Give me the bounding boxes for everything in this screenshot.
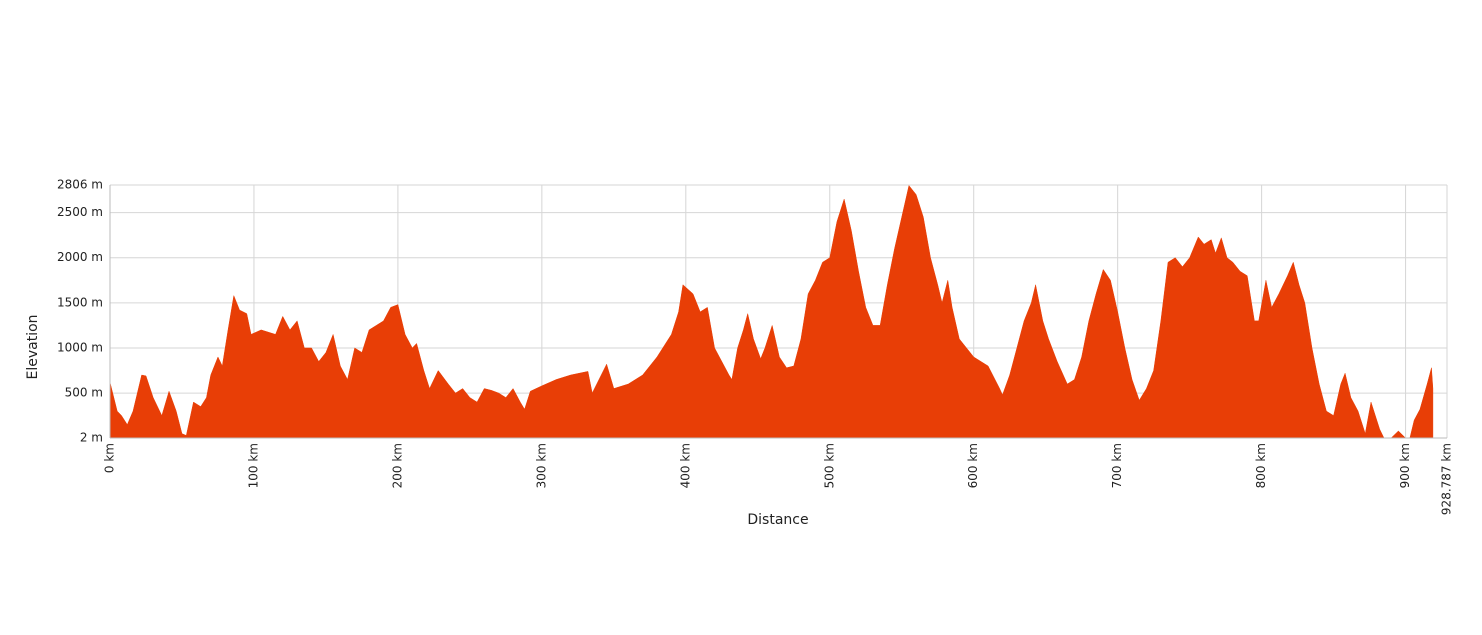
x-tick-label: 100 km	[246, 443, 260, 488]
y-tick-label: 2806 m	[57, 178, 103, 192]
x-tick-label: 900 km	[1398, 443, 1412, 488]
x-tick-label: 500 km	[822, 443, 836, 488]
y-axis-label: Elevation	[25, 314, 41, 379]
y-tick-label: 2500 m	[57, 205, 103, 219]
x-tick-label: 400 km	[678, 443, 692, 488]
y-tick-label: 2 m	[80, 431, 103, 445]
y-tick-label: 2000 m	[57, 250, 103, 264]
x-axis-label: Distance	[747, 512, 808, 528]
elevation-area	[109, 184, 1434, 439]
y-tick-label: 1500 m	[57, 295, 103, 309]
x-tick-label: 800 km	[1254, 443, 1268, 488]
x-tick-label: 700 km	[1110, 443, 1124, 488]
x-tick-label: 200 km	[390, 443, 404, 488]
x-tick-label: 600 km	[966, 443, 980, 488]
x-tick-label: 300 km	[534, 443, 548, 488]
y-tick-label: 500 m	[65, 386, 103, 400]
x-tick-label: 928.787 km	[1440, 443, 1454, 515]
x-tick-label: 0 km	[103, 443, 117, 473]
y-tick-label: 1000 m	[57, 340, 103, 354]
